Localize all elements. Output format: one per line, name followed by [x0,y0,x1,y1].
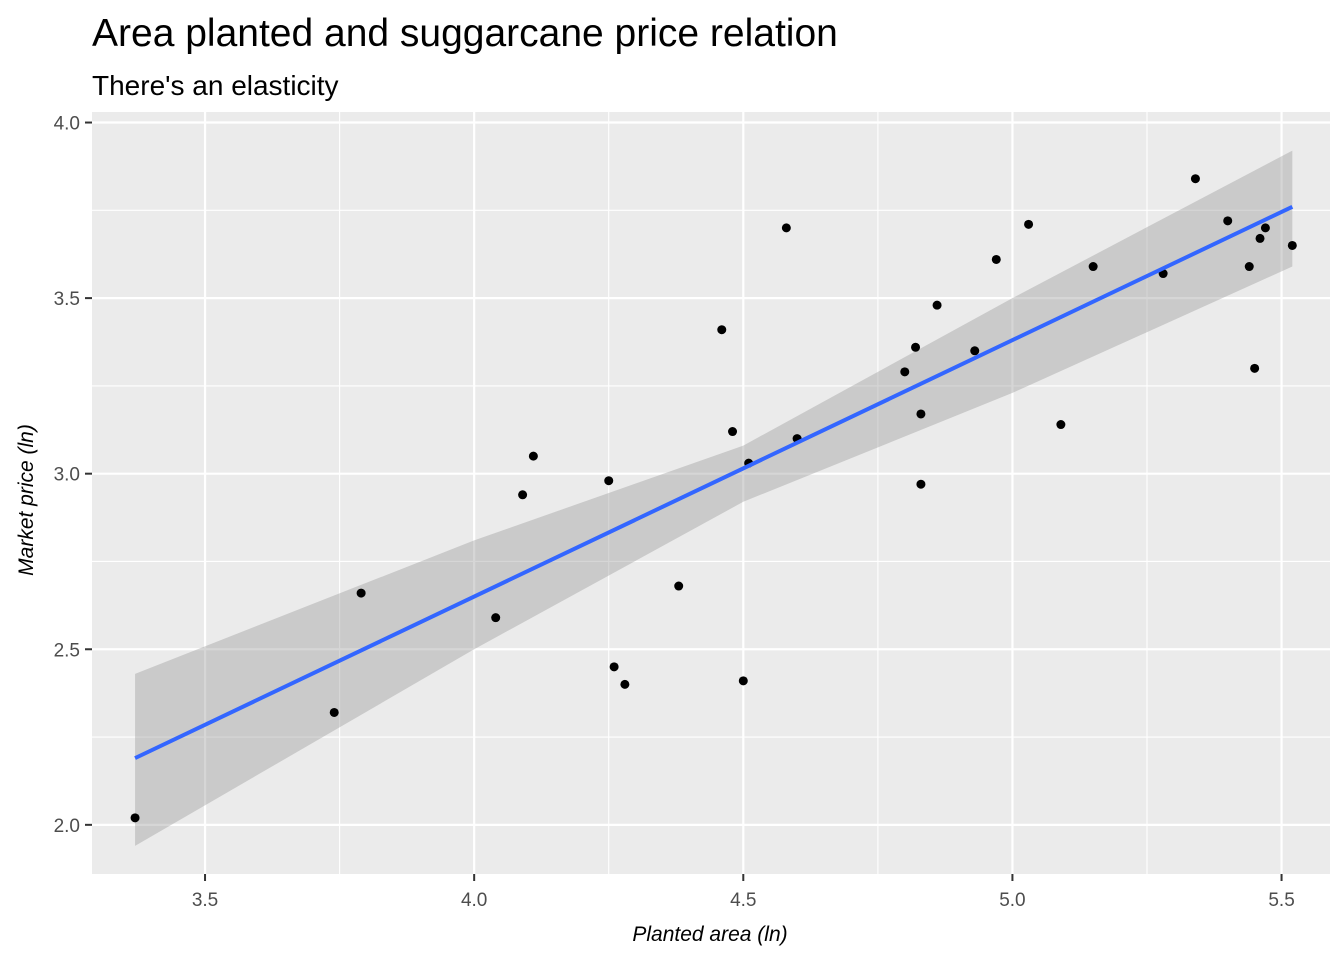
major-gridlines [92,112,1330,874]
data-point [1260,223,1270,233]
y-tick-label: 2.0 [54,816,80,837]
data-point [738,676,748,686]
data-point [916,409,926,419]
data-point [970,346,980,356]
y-tick-label: 3.0 [54,465,80,486]
data-point [932,300,942,310]
data-point [518,490,528,500]
data-point [674,581,684,591]
data-point [1223,216,1233,226]
confidence-band [135,150,1293,846]
data-point [911,342,921,352]
data-point [609,662,619,672]
data-point [1287,240,1297,250]
data-point [1056,420,1066,430]
data-point [991,254,1001,264]
x-tick-label: 4.5 [730,890,756,911]
x-tick-label: 4.0 [461,890,487,911]
plot-panel [92,112,1330,874]
y-tick-label: 3.5 [54,289,80,310]
y-tick-label: 2.5 [54,640,80,661]
data-point [329,707,339,717]
y-tick-label: 4.0 [54,114,80,135]
data-point [130,813,140,823]
data-point [916,479,926,489]
data-point [491,613,501,623]
data-point [1024,219,1034,229]
fit-line-layer [134,205,1294,760]
y-axis-title: Market price (ln) [15,424,38,576]
data-point [1190,174,1200,184]
chart-subtitle: There's an elasticity [92,70,339,101]
data-point [717,325,727,335]
x-axis: 3.5 4.0 4.5 5.0 5.5 [192,874,1295,911]
data-point [528,451,538,461]
data-point [728,427,738,437]
x-tick-label: 3.5 [192,890,218,911]
data-point [1244,262,1254,272]
x-tick-label: 5.0 [999,890,1025,911]
data-point [900,367,910,377]
x-axis-title: Planted area (ln) [632,923,787,946]
data-point [781,223,791,233]
data-point [356,588,366,598]
data-point [1255,233,1265,243]
data-point [1250,363,1260,373]
x-tick-label: 5.5 [1268,890,1294,911]
y-axis: 2.0 2.5 3.0 3.5 4.0 [54,114,92,837]
data-point [1088,262,1098,272]
chart-title: Area planted and suggarcane price relati… [92,12,838,55]
fit-line [134,205,1294,760]
minor-gridlines [92,112,1330,874]
data-point [620,679,630,689]
data-point [604,476,614,486]
confidence-band-layer [135,150,1293,846]
